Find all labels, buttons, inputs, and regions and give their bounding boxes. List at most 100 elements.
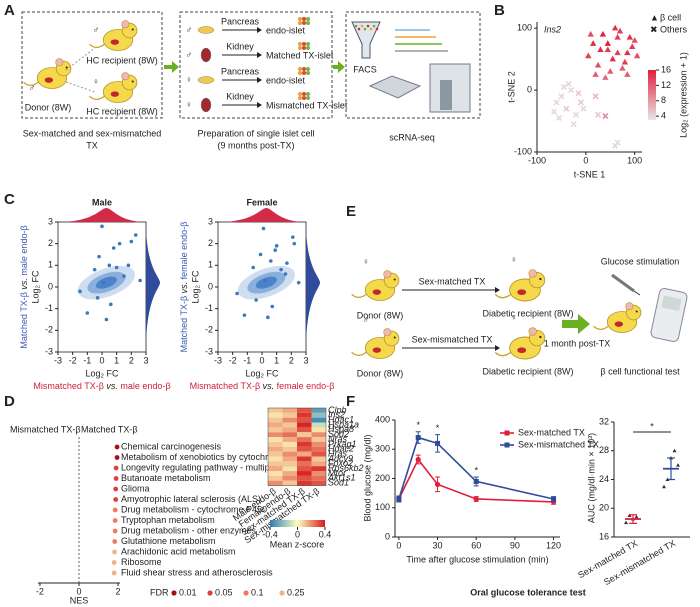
series-point — [473, 478, 479, 484]
x-tick-label: 0 — [583, 155, 588, 165]
pathway-label: Arachidonic acid metabolism — [121, 546, 236, 556]
point — [274, 244, 279, 248]
mouse-icon — [89, 72, 138, 103]
colorbar-tick-label: 0.4 — [319, 529, 332, 539]
heatmap-cell — [282, 466, 297, 472]
other-cell-point — [575, 90, 582, 97]
legend-label: β cell — [660, 12, 681, 22]
beta-cell-point — [621, 58, 629, 65]
x-tick-label: 60 — [471, 540, 481, 550]
mouse-tail — [494, 351, 512, 357]
x-tick-label: -2 — [229, 355, 237, 365]
sex-symbol: ♀ — [511, 254, 518, 264]
heatmap-cell — [311, 456, 326, 462]
x-tick-label: 100 — [627, 155, 642, 165]
comparison-part: Matched TX-β — [179, 296, 189, 353]
other-cell-point — [565, 80, 572, 87]
x-marginal-density — [218, 208, 306, 222]
heatmap-cell — [268, 408, 283, 413]
panel-box — [345, 11, 481, 119]
heatmap-cell — [282, 456, 297, 462]
heatmap-cell — [282, 408, 297, 413]
significance-label: * — [650, 421, 654, 431]
significance-label: * — [416, 420, 420, 430]
islet-icon — [306, 92, 310, 96]
point — [117, 241, 122, 246]
sex-symbol: ♀ — [186, 99, 193, 109]
cell-icon — [366, 24, 370, 28]
other-cell-point — [594, 111, 602, 118]
point — [266, 315, 270, 320]
heatmap-cell — [297, 456, 312, 462]
series-point — [415, 456, 421, 463]
other-cell-point — [555, 114, 563, 122]
x-axis-label: t-SNE 1 — [574, 169, 606, 179]
point — [101, 280, 106, 285]
sample-point — [624, 520, 628, 525]
y-tick-label: 400 — [375, 414, 390, 424]
beta-cell-point — [633, 52, 641, 59]
x-tick-label: 0 — [76, 586, 81, 596]
islet-icon — [298, 46, 302, 50]
y-tick-label: -1 — [205, 303, 213, 313]
heatmap-cell — [297, 480, 312, 486]
legend-label: 0.01 — [179, 587, 197, 597]
islet-icon — [302, 21, 306, 25]
beta-cell-point — [611, 24, 619, 31]
islet-icon — [302, 71, 306, 75]
heatmap-cell — [297, 412, 312, 418]
heatmap-cell — [268, 417, 283, 423]
sex-symbol: ♀ — [511, 312, 518, 322]
transplant-arrow — [65, 47, 96, 93]
islet-icon — [298, 42, 302, 46]
legend-dot — [171, 590, 177, 596]
point — [285, 261, 289, 265]
caption: Sex-matched and sex-mismatched — [23, 128, 162, 138]
colorbar-title: Mean z-score — [270, 539, 325, 549]
heatmap-cell — [268, 475, 283, 481]
flow-arrow — [562, 314, 590, 334]
sex-symbol: ♂ — [29, 82, 36, 92]
islet-icon — [298, 96, 302, 100]
y-tick-label: 200 — [375, 473, 390, 483]
mouse-kidney — [614, 321, 624, 327]
mouse-eye — [539, 335, 542, 339]
glucometer-icon — [650, 288, 688, 342]
gene-label: Prkag1 — [328, 439, 357, 449]
series-point — [551, 496, 557, 502]
pathway-label: Amyotrophic lateral sclerosis (ALS) — [121, 494, 261, 504]
islet-icon — [298, 21, 302, 25]
heatmap-cell — [297, 441, 312, 447]
colorbar-title: Log₂ (expression + 1) — [678, 52, 688, 138]
beta-cell-point — [631, 37, 638, 43]
y-axis-label: Log₂ FC — [30, 270, 40, 304]
pathway-dot — [112, 518, 118, 523]
y-tick-label: 2 — [208, 238, 213, 248]
point — [235, 291, 239, 296]
heatmap-cell — [268, 422, 283, 428]
pathway-dot — [112, 507, 118, 513]
heatmap-cell — [268, 427, 283, 433]
point — [296, 280, 301, 285]
x-tick-label: -100 — [528, 155, 546, 165]
arrow-head — [257, 27, 262, 33]
mouse-kidney — [110, 39, 120, 45]
x-tick-label: 120 — [546, 540, 561, 550]
point — [269, 259, 273, 263]
route-label: Sex-mismatched TX — [412, 334, 493, 344]
heatmap-cell — [268, 437, 283, 442]
heatmap-cell — [268, 441, 283, 447]
y-tick-label: 3 — [48, 216, 53, 226]
panel-label: E — [346, 203, 356, 220]
y-tick-label: 24 — [599, 474, 609, 484]
organ-label: Pancreas — [221, 66, 260, 76]
mouse-eye — [65, 66, 68, 69]
y-tick-label: 0 — [527, 84, 532, 94]
beta-cell-point — [607, 68, 614, 74]
legend-dot — [207, 590, 213, 596]
heatmap-cell — [268, 456, 283, 462]
point — [263, 278, 267, 283]
islet-icon — [306, 67, 310, 71]
gene-label: Rps6kb2 — [328, 463, 364, 473]
group-label: Mismatched TX-β — [10, 424, 81, 434]
